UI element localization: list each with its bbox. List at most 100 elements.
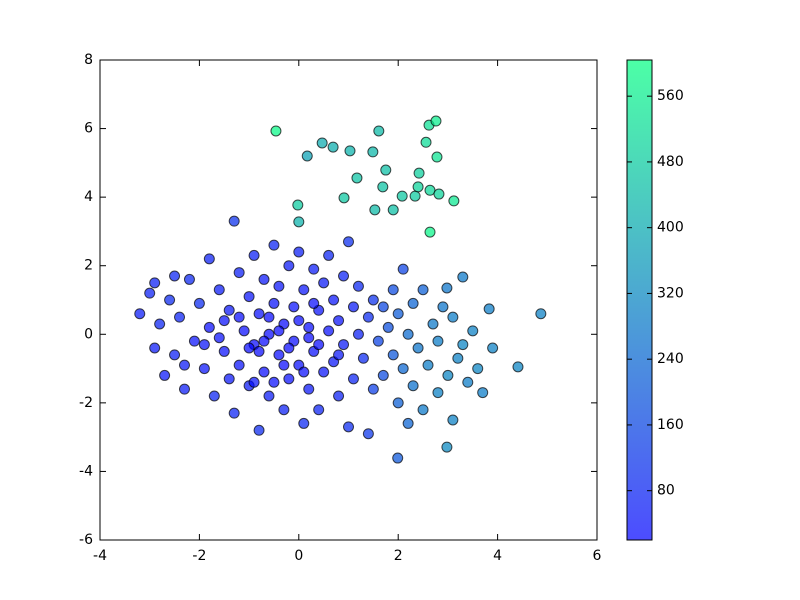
point bbox=[298, 366, 310, 378]
point bbox=[243, 291, 255, 303]
point bbox=[407, 380, 419, 392]
point bbox=[333, 390, 345, 402]
point bbox=[223, 304, 235, 316]
colorbar-tick-label: 560 bbox=[657, 88, 684, 104]
point bbox=[327, 141, 339, 153]
point bbox=[164, 294, 176, 306]
point bbox=[303, 383, 315, 395]
point bbox=[198, 339, 210, 351]
point bbox=[432, 335, 444, 347]
y-tick-label: -4 bbox=[79, 463, 93, 479]
point bbox=[392, 452, 404, 464]
point bbox=[462, 376, 474, 388]
point bbox=[303, 332, 315, 344]
x-tick-label: 2 bbox=[394, 548, 403, 564]
point bbox=[203, 321, 215, 333]
point bbox=[263, 390, 275, 402]
point bbox=[134, 308, 146, 320]
point bbox=[208, 390, 220, 402]
point bbox=[392, 397, 404, 409]
point bbox=[457, 271, 469, 283]
point bbox=[270, 125, 282, 137]
point bbox=[396, 190, 408, 202]
point bbox=[377, 301, 389, 313]
colorbar bbox=[626, 59, 653, 541]
point bbox=[407, 297, 419, 309]
point bbox=[352, 328, 364, 340]
point bbox=[362, 311, 374, 323]
x-tick-label: 6 bbox=[593, 548, 602, 564]
point bbox=[333, 315, 345, 327]
point bbox=[149, 342, 161, 354]
point bbox=[323, 249, 335, 261]
point bbox=[382, 321, 394, 333]
point bbox=[268, 376, 280, 388]
point bbox=[273, 280, 285, 292]
point bbox=[512, 361, 524, 373]
point bbox=[268, 239, 280, 251]
point bbox=[380, 164, 392, 176]
point bbox=[248, 376, 260, 388]
point bbox=[233, 311, 245, 323]
y-tick-label: -6 bbox=[79, 532, 93, 548]
point bbox=[218, 315, 230, 327]
point bbox=[313, 339, 325, 351]
point bbox=[316, 137, 328, 149]
point bbox=[178, 359, 190, 371]
point bbox=[233, 359, 245, 371]
x-tick-label: -4 bbox=[93, 548, 107, 564]
point bbox=[301, 150, 313, 162]
point bbox=[373, 125, 385, 137]
point bbox=[218, 345, 230, 357]
point bbox=[233, 267, 245, 279]
point bbox=[343, 236, 354, 248]
point bbox=[258, 273, 270, 285]
point bbox=[238, 325, 250, 337]
point bbox=[344, 145, 356, 157]
point bbox=[413, 167, 425, 179]
point bbox=[442, 369, 454, 381]
x-tick-label: 4 bbox=[493, 548, 502, 564]
point bbox=[338, 339, 350, 351]
point bbox=[144, 287, 156, 299]
point bbox=[387, 284, 399, 296]
point bbox=[432, 387, 444, 399]
point bbox=[283, 373, 295, 385]
point bbox=[420, 136, 432, 148]
point bbox=[159, 369, 171, 381]
point bbox=[318, 366, 330, 378]
point bbox=[409, 190, 421, 202]
colorbar-tick-label: 160 bbox=[657, 417, 684, 433]
point bbox=[452, 352, 464, 364]
point bbox=[178, 383, 190, 395]
point bbox=[273, 325, 285, 337]
point bbox=[228, 407, 240, 419]
point bbox=[169, 349, 181, 361]
point bbox=[392, 308, 404, 320]
y-tick-label: -2 bbox=[79, 395, 93, 411]
point bbox=[203, 253, 215, 265]
point bbox=[457, 339, 469, 351]
point bbox=[283, 342, 295, 354]
point bbox=[253, 308, 265, 320]
point bbox=[213, 332, 225, 344]
point bbox=[248, 249, 260, 261]
point bbox=[263, 311, 275, 323]
point bbox=[431, 151, 443, 163]
point bbox=[154, 318, 166, 330]
point bbox=[472, 363, 484, 375]
point bbox=[193, 297, 205, 309]
point bbox=[351, 172, 363, 184]
point bbox=[412, 342, 424, 354]
point bbox=[258, 335, 270, 347]
point bbox=[387, 349, 399, 361]
point bbox=[243, 342, 255, 354]
point bbox=[253, 424, 265, 436]
point bbox=[402, 328, 414, 340]
point bbox=[323, 325, 335, 337]
point bbox=[333, 349, 345, 361]
point bbox=[169, 270, 181, 282]
point bbox=[467, 325, 479, 337]
point bbox=[298, 284, 310, 296]
y-tick-label: 0 bbox=[84, 326, 93, 342]
